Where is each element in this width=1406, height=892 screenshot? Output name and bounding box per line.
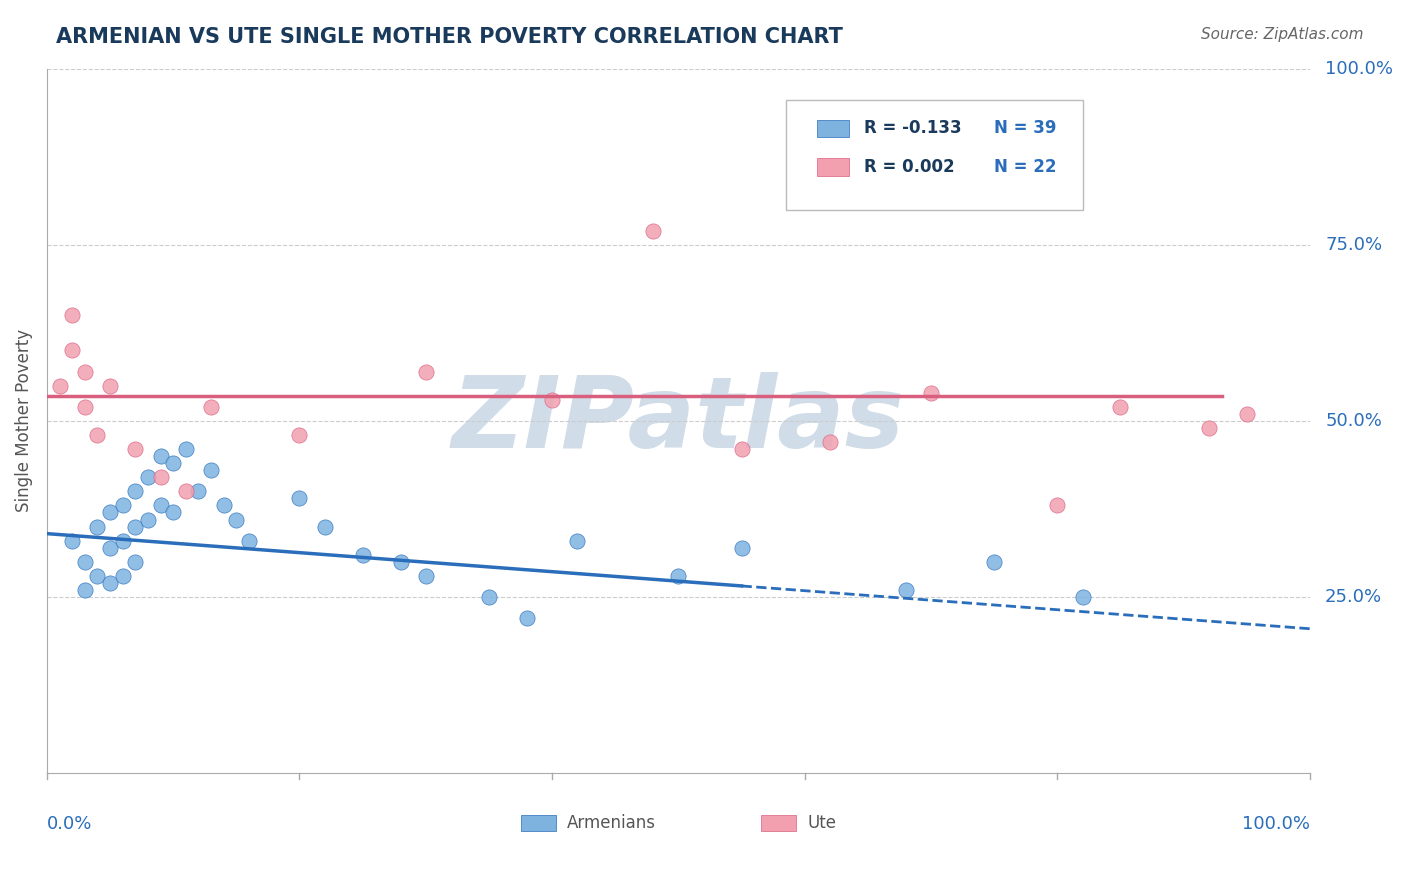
Point xyxy=(541,392,564,407)
Point xyxy=(86,519,108,533)
Point xyxy=(288,491,311,506)
Text: ZIPatlas: ZIPatlas xyxy=(451,372,905,469)
Text: ARMENIAN VS UTE SINGLE MOTHER POVERTY CORRELATION CHART: ARMENIAN VS UTE SINGLE MOTHER POVERTY CO… xyxy=(56,27,844,46)
Text: Armenians: Armenians xyxy=(567,814,657,832)
Point xyxy=(1046,499,1069,513)
Point xyxy=(730,442,752,456)
Point xyxy=(352,548,374,562)
Point xyxy=(111,569,134,583)
Point xyxy=(894,582,917,597)
FancyBboxPatch shape xyxy=(786,100,1083,210)
Point xyxy=(73,400,96,414)
Point xyxy=(111,533,134,548)
Point xyxy=(1236,407,1258,421)
Point xyxy=(212,499,235,513)
Point xyxy=(200,463,222,477)
Point xyxy=(124,484,146,499)
Point xyxy=(86,569,108,583)
FancyBboxPatch shape xyxy=(761,815,796,831)
Point xyxy=(1109,400,1132,414)
Text: 25.0%: 25.0% xyxy=(1324,588,1382,606)
Text: Ute: Ute xyxy=(807,814,837,832)
Point xyxy=(567,533,589,548)
Point xyxy=(60,343,83,358)
Point xyxy=(48,378,70,392)
Point xyxy=(73,582,96,597)
Point xyxy=(124,555,146,569)
Point xyxy=(162,506,184,520)
Point xyxy=(86,428,108,442)
Point xyxy=(149,499,172,513)
Point xyxy=(98,541,121,555)
Point xyxy=(174,484,197,499)
Point xyxy=(98,378,121,392)
Point xyxy=(818,435,841,450)
Point xyxy=(730,541,752,555)
Point xyxy=(73,555,96,569)
Point xyxy=(668,569,690,583)
Text: Source: ZipAtlas.com: Source: ZipAtlas.com xyxy=(1201,27,1364,42)
Point xyxy=(314,519,336,533)
Text: 0.0%: 0.0% xyxy=(46,815,93,833)
Point xyxy=(1071,590,1094,604)
Point xyxy=(516,611,538,625)
Point xyxy=(60,308,83,322)
Text: N = 22: N = 22 xyxy=(994,158,1057,177)
Point xyxy=(187,484,209,499)
Point xyxy=(238,533,260,548)
FancyBboxPatch shape xyxy=(817,120,849,137)
Point xyxy=(225,512,247,526)
Point xyxy=(200,400,222,414)
Point xyxy=(60,533,83,548)
Point xyxy=(415,365,437,379)
Point xyxy=(920,385,942,400)
Point xyxy=(162,456,184,470)
Point xyxy=(98,506,121,520)
Point xyxy=(149,470,172,484)
FancyBboxPatch shape xyxy=(520,815,555,831)
Y-axis label: Single Mother Poverty: Single Mother Poverty xyxy=(15,329,32,513)
Point xyxy=(111,499,134,513)
Text: N = 39: N = 39 xyxy=(994,120,1057,137)
Point xyxy=(478,590,501,604)
Point xyxy=(983,555,1005,569)
Point xyxy=(389,555,412,569)
Text: 50.0%: 50.0% xyxy=(1324,412,1382,430)
Point xyxy=(643,224,665,238)
Point xyxy=(149,449,172,463)
Text: 100.0%: 100.0% xyxy=(1241,815,1310,833)
Point xyxy=(288,428,311,442)
Point xyxy=(136,470,159,484)
Point xyxy=(415,569,437,583)
Point xyxy=(136,512,159,526)
Point xyxy=(98,576,121,591)
Text: 100.0%: 100.0% xyxy=(1324,60,1393,78)
Point xyxy=(124,519,146,533)
Text: R = -0.133: R = -0.133 xyxy=(865,120,962,137)
Text: 75.0%: 75.0% xyxy=(1324,235,1382,253)
Point xyxy=(1198,421,1220,435)
Point xyxy=(124,442,146,456)
FancyBboxPatch shape xyxy=(817,159,849,176)
Point xyxy=(73,365,96,379)
Point xyxy=(174,442,197,456)
Text: R = 0.002: R = 0.002 xyxy=(865,158,955,177)
